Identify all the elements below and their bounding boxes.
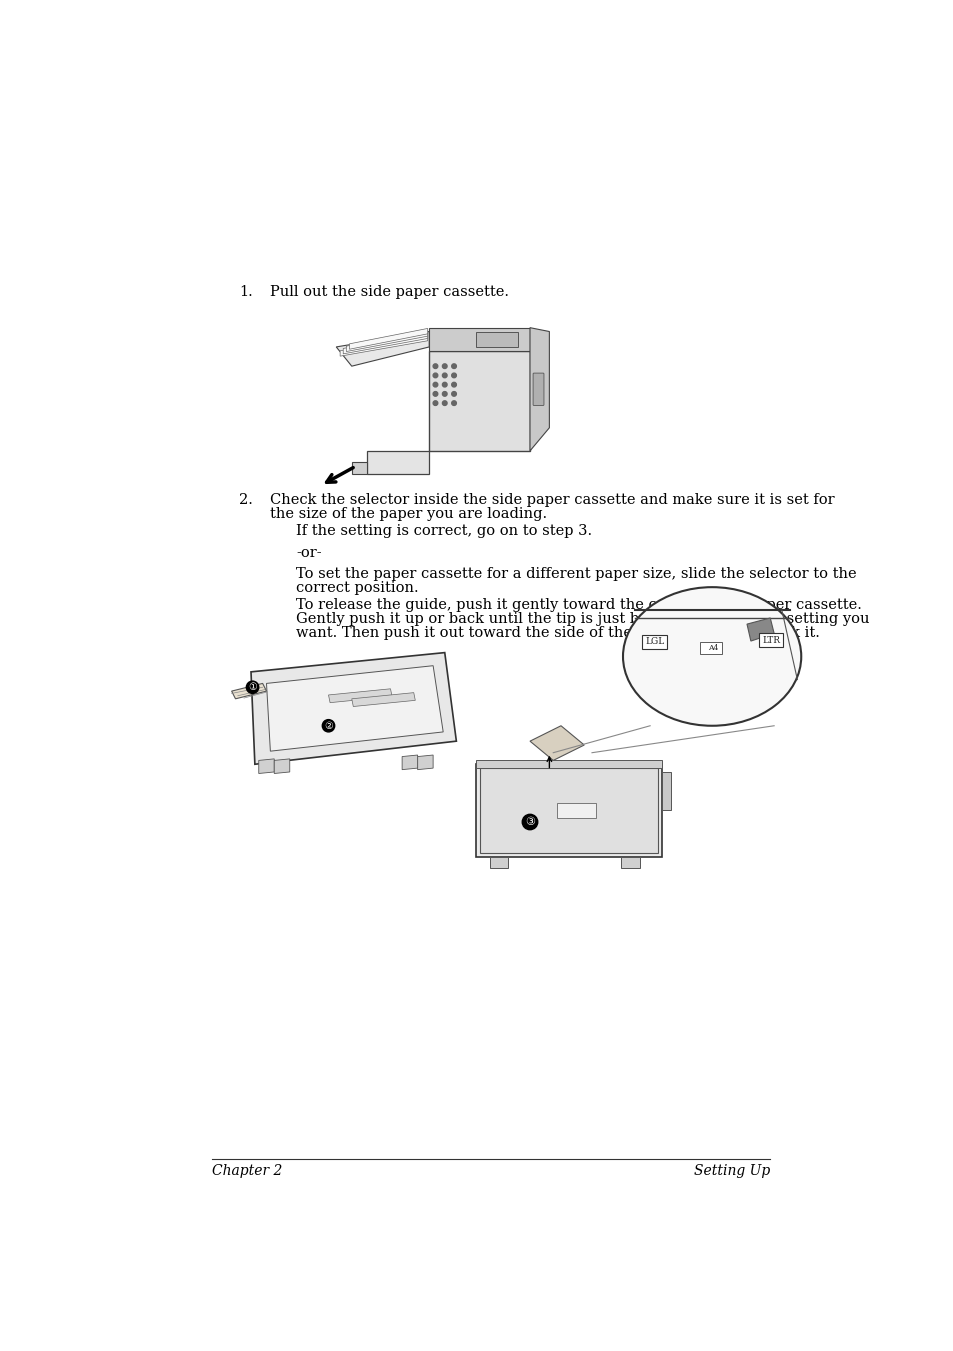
Circle shape (433, 373, 437, 378)
Polygon shape (340, 335, 427, 357)
Text: Pull out the side paper cassette.: Pull out the side paper cassette. (270, 285, 509, 300)
Text: ②: ② (324, 721, 333, 731)
FancyBboxPatch shape (661, 771, 670, 811)
Polygon shape (417, 755, 433, 770)
Circle shape (452, 382, 456, 386)
Polygon shape (476, 765, 661, 857)
Text: 2.: 2. (239, 493, 253, 507)
Polygon shape (343, 334, 427, 354)
Text: ③: ③ (524, 817, 535, 827)
Polygon shape (232, 684, 266, 698)
Polygon shape (352, 693, 415, 707)
FancyBboxPatch shape (429, 328, 530, 351)
Circle shape (433, 392, 437, 396)
Text: Check the selector inside the side paper cassette and make sure it is set for: Check the selector inside the side paper… (270, 493, 834, 507)
Ellipse shape (622, 588, 801, 725)
Text: -or-: -or- (295, 546, 321, 559)
FancyBboxPatch shape (479, 769, 658, 852)
Circle shape (452, 401, 456, 405)
Text: To set the paper cassette for a different paper size, slide the selector to the: To set the paper cassette for a differen… (295, 567, 856, 581)
Circle shape (433, 382, 437, 386)
Circle shape (442, 392, 447, 396)
Polygon shape (251, 653, 456, 765)
FancyBboxPatch shape (557, 802, 596, 819)
Polygon shape (328, 689, 392, 703)
Circle shape (322, 720, 335, 732)
FancyBboxPatch shape (641, 635, 666, 648)
Polygon shape (530, 725, 583, 761)
Polygon shape (367, 451, 429, 474)
Text: Setting Up: Setting Up (693, 1165, 769, 1178)
Text: ①: ① (248, 682, 256, 692)
Circle shape (433, 401, 437, 405)
Text: Gently push it up or back until the tip is just below the line of the setting yo: Gently push it up or back until the tip … (295, 612, 868, 626)
Polygon shape (335, 331, 429, 366)
FancyBboxPatch shape (476, 331, 517, 347)
Circle shape (246, 681, 258, 693)
Polygon shape (489, 857, 508, 869)
Circle shape (452, 392, 456, 396)
FancyBboxPatch shape (476, 761, 661, 769)
FancyBboxPatch shape (533, 373, 543, 405)
Polygon shape (274, 759, 290, 774)
Circle shape (442, 363, 447, 369)
Polygon shape (746, 617, 773, 642)
Circle shape (452, 363, 456, 369)
Circle shape (442, 373, 447, 378)
Text: A4: A4 (707, 644, 718, 653)
Circle shape (442, 401, 447, 405)
Text: the size of the paper you are loading.: the size of the paper you are loading. (270, 507, 547, 521)
FancyBboxPatch shape (758, 634, 782, 647)
Polygon shape (352, 462, 367, 474)
Circle shape (433, 363, 437, 369)
Text: LGL: LGL (644, 638, 663, 646)
Text: want. Then push it out toward the side of the paper cassette to lock it.: want. Then push it out toward the side o… (295, 626, 819, 639)
FancyBboxPatch shape (700, 642, 721, 654)
Polygon shape (402, 755, 417, 770)
Polygon shape (258, 759, 274, 774)
Polygon shape (266, 666, 443, 751)
Polygon shape (620, 857, 639, 869)
Text: LTR: LTR (761, 636, 780, 644)
Text: Chapter 2: Chapter 2 (212, 1165, 282, 1178)
Text: 1.: 1. (239, 285, 253, 300)
Text: If the setting is correct, go on to step 3.: If the setting is correct, go on to step… (295, 524, 592, 538)
FancyBboxPatch shape (429, 351, 530, 451)
Circle shape (521, 815, 537, 830)
Text: correct position.: correct position. (295, 581, 418, 594)
Text: To release the guide, push it gently toward the center of the paper cassette.: To release the guide, push it gently tow… (295, 598, 861, 612)
Polygon shape (530, 328, 549, 451)
Circle shape (452, 373, 456, 378)
Polygon shape (349, 328, 427, 349)
Circle shape (442, 382, 447, 386)
Polygon shape (346, 331, 427, 351)
